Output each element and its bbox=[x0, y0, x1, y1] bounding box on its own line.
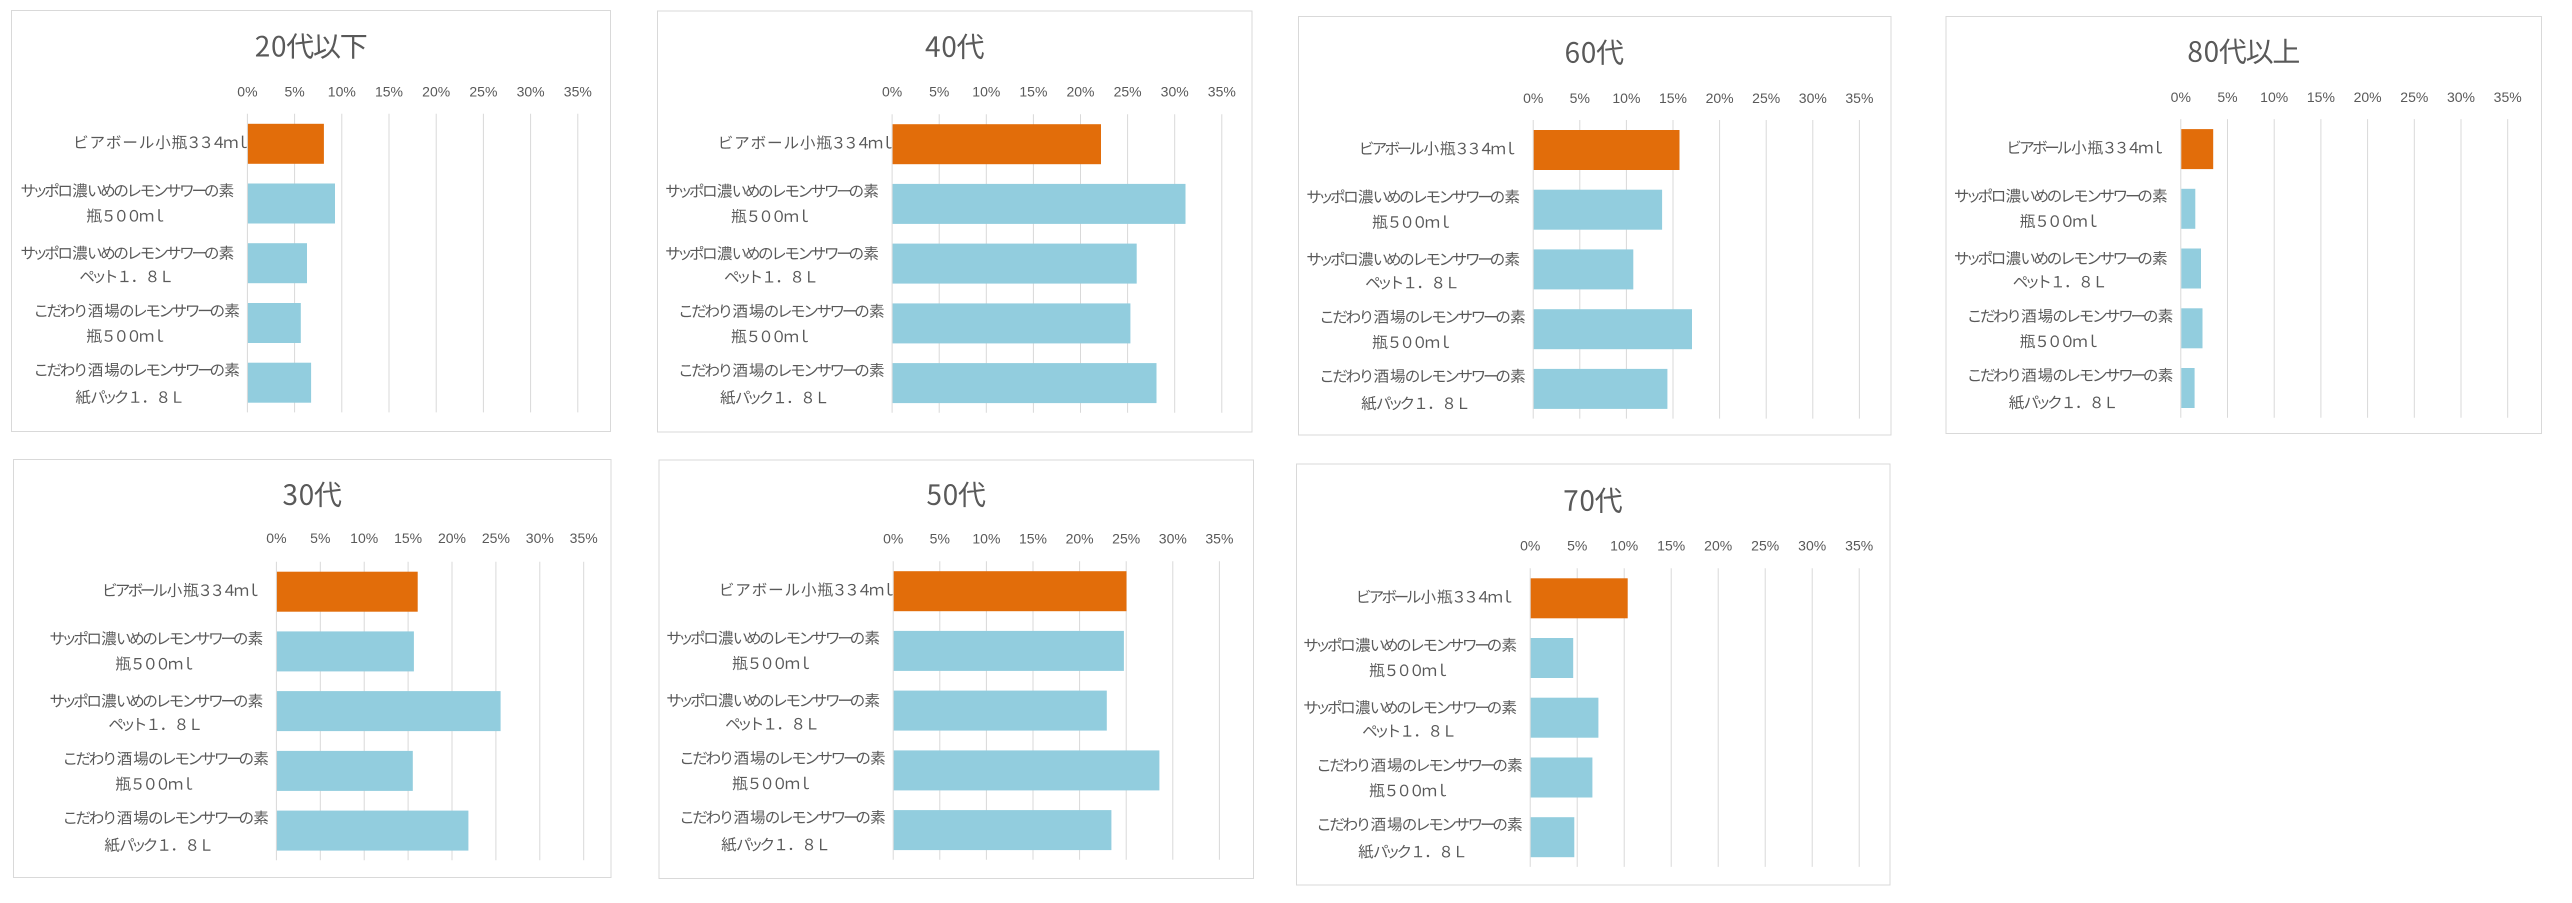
svg-text:10%: 10% bbox=[1610, 538, 1638, 554]
svg-text:5%: 5% bbox=[930, 530, 950, 546]
svg-text:25%: 25% bbox=[2400, 89, 2428, 105]
svg-text:30%: 30% bbox=[526, 530, 554, 546]
svg-text:5%: 5% bbox=[284, 83, 304, 99]
svg-text:10%: 10% bbox=[2260, 89, 2288, 105]
svg-text:35%: 35% bbox=[1845, 538, 1873, 554]
svg-text:25%: 25% bbox=[1112, 530, 1140, 546]
svg-text:0%: 0% bbox=[237, 83, 257, 99]
svg-text:20%: 20% bbox=[1066, 83, 1094, 99]
svg-text:15%: 15% bbox=[1019, 530, 1047, 546]
svg-text:15%: 15% bbox=[2307, 89, 2335, 105]
svg-text:20%: 20% bbox=[1706, 90, 1734, 106]
svg-text:35%: 35% bbox=[1205, 530, 1233, 546]
svg-text:5%: 5% bbox=[310, 530, 330, 546]
svg-text:0%: 0% bbox=[882, 83, 902, 99]
svg-text:10%: 10% bbox=[972, 530, 1000, 546]
svg-text:35%: 35% bbox=[2494, 89, 2522, 105]
svg-text:5%: 5% bbox=[1567, 538, 1587, 554]
svg-text:0%: 0% bbox=[266, 530, 286, 546]
svg-text:20%: 20% bbox=[1066, 530, 1094, 546]
svg-text:35%: 35% bbox=[1208, 83, 1236, 99]
svg-text:10%: 10% bbox=[972, 83, 1000, 99]
svg-text:25%: 25% bbox=[1752, 90, 1780, 106]
svg-text:0%: 0% bbox=[2171, 89, 2191, 105]
svg-text:25%: 25% bbox=[469, 83, 497, 99]
svg-text:35%: 35% bbox=[570, 530, 598, 546]
svg-text:25%: 25% bbox=[482, 530, 510, 546]
svg-text:30%: 30% bbox=[1159, 530, 1187, 546]
svg-text:30%: 30% bbox=[2447, 89, 2475, 105]
svg-text:25%: 25% bbox=[1114, 83, 1142, 99]
svg-text:10%: 10% bbox=[328, 83, 356, 99]
svg-text:15%: 15% bbox=[1019, 83, 1047, 99]
svg-text:5%: 5% bbox=[929, 83, 949, 99]
svg-text:0%: 0% bbox=[1523, 90, 1543, 106]
svg-text:20%: 20% bbox=[2354, 89, 2382, 105]
svg-text:5%: 5% bbox=[2217, 89, 2237, 105]
svg-text:30%: 30% bbox=[1799, 90, 1827, 106]
svg-text:10%: 10% bbox=[1612, 90, 1640, 106]
svg-text:35%: 35% bbox=[564, 83, 592, 99]
svg-text:35%: 35% bbox=[1845, 90, 1873, 106]
svg-text:25%: 25% bbox=[1751, 538, 1779, 554]
svg-text:30%: 30% bbox=[517, 83, 545, 99]
svg-text:10%: 10% bbox=[350, 530, 378, 546]
svg-text:20%: 20% bbox=[422, 83, 450, 99]
svg-text:20%: 20% bbox=[438, 530, 466, 546]
svg-text:5%: 5% bbox=[1570, 90, 1590, 106]
svg-text:0%: 0% bbox=[1520, 538, 1540, 554]
svg-text:15%: 15% bbox=[1657, 538, 1685, 554]
svg-text:20%: 20% bbox=[1704, 538, 1732, 554]
svg-text:0%: 0% bbox=[883, 530, 903, 546]
svg-text:30%: 30% bbox=[1161, 83, 1189, 99]
svg-text:15%: 15% bbox=[394, 530, 422, 546]
svg-text:15%: 15% bbox=[1659, 90, 1687, 106]
svg-text:30%: 30% bbox=[1798, 538, 1826, 554]
svg-text:15%: 15% bbox=[375, 83, 403, 99]
